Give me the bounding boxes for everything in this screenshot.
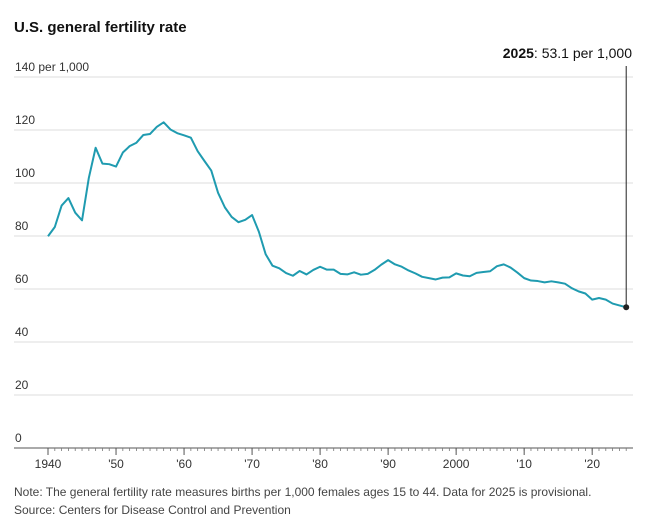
x-tick-label: '90 bbox=[380, 457, 396, 471]
y-tick-label: 0 bbox=[15, 431, 22, 445]
end-point bbox=[623, 304, 630, 311]
y-tick-label: 140 per 1,000 bbox=[15, 60, 89, 74]
x-tick-label: '70 bbox=[244, 457, 260, 471]
x-tick-label: '50 bbox=[108, 457, 124, 471]
source: Source: Centers for Disease Control and … bbox=[14, 503, 291, 517]
y-tick-label: 120 bbox=[15, 113, 35, 127]
y-tick-label: 60 bbox=[15, 272, 29, 286]
x-tick-label: '20 bbox=[584, 457, 600, 471]
y-tick-label: 80 bbox=[15, 219, 29, 233]
annotation-year: 2025 bbox=[503, 45, 534, 61]
x-tick-label: 1940 bbox=[35, 457, 62, 471]
y-tick-label: 100 bbox=[15, 166, 35, 180]
y-tick-label: 40 bbox=[15, 325, 29, 339]
x-tick-label: 2000 bbox=[443, 457, 470, 471]
annotation: 2025: 53.1 per 1,000 bbox=[503, 45, 632, 61]
x-tick-label: '10 bbox=[516, 457, 532, 471]
data-line bbox=[47, 121, 627, 309]
note: Note: The general fertility rate measure… bbox=[14, 485, 591, 499]
x-tick-label: '80 bbox=[312, 457, 328, 471]
chart-title: U.S. general fertility rate bbox=[14, 19, 187, 36]
x-tick-label: '60 bbox=[176, 457, 192, 471]
y-tick-label: 20 bbox=[15, 378, 29, 392]
annotation-text: : 53.1 per 1,000 bbox=[534, 45, 632, 61]
